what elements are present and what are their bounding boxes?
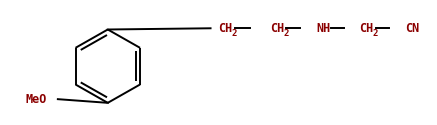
Text: NH: NH [316,22,330,35]
Text: CH: CH [218,22,233,35]
Text: 2: 2 [284,29,289,38]
Text: MeO: MeO [25,93,47,106]
Text: 2: 2 [372,29,378,38]
Text: CH: CH [271,22,285,35]
Text: CN: CN [405,22,420,35]
Text: 2: 2 [232,29,237,38]
Text: CH: CH [360,22,374,35]
